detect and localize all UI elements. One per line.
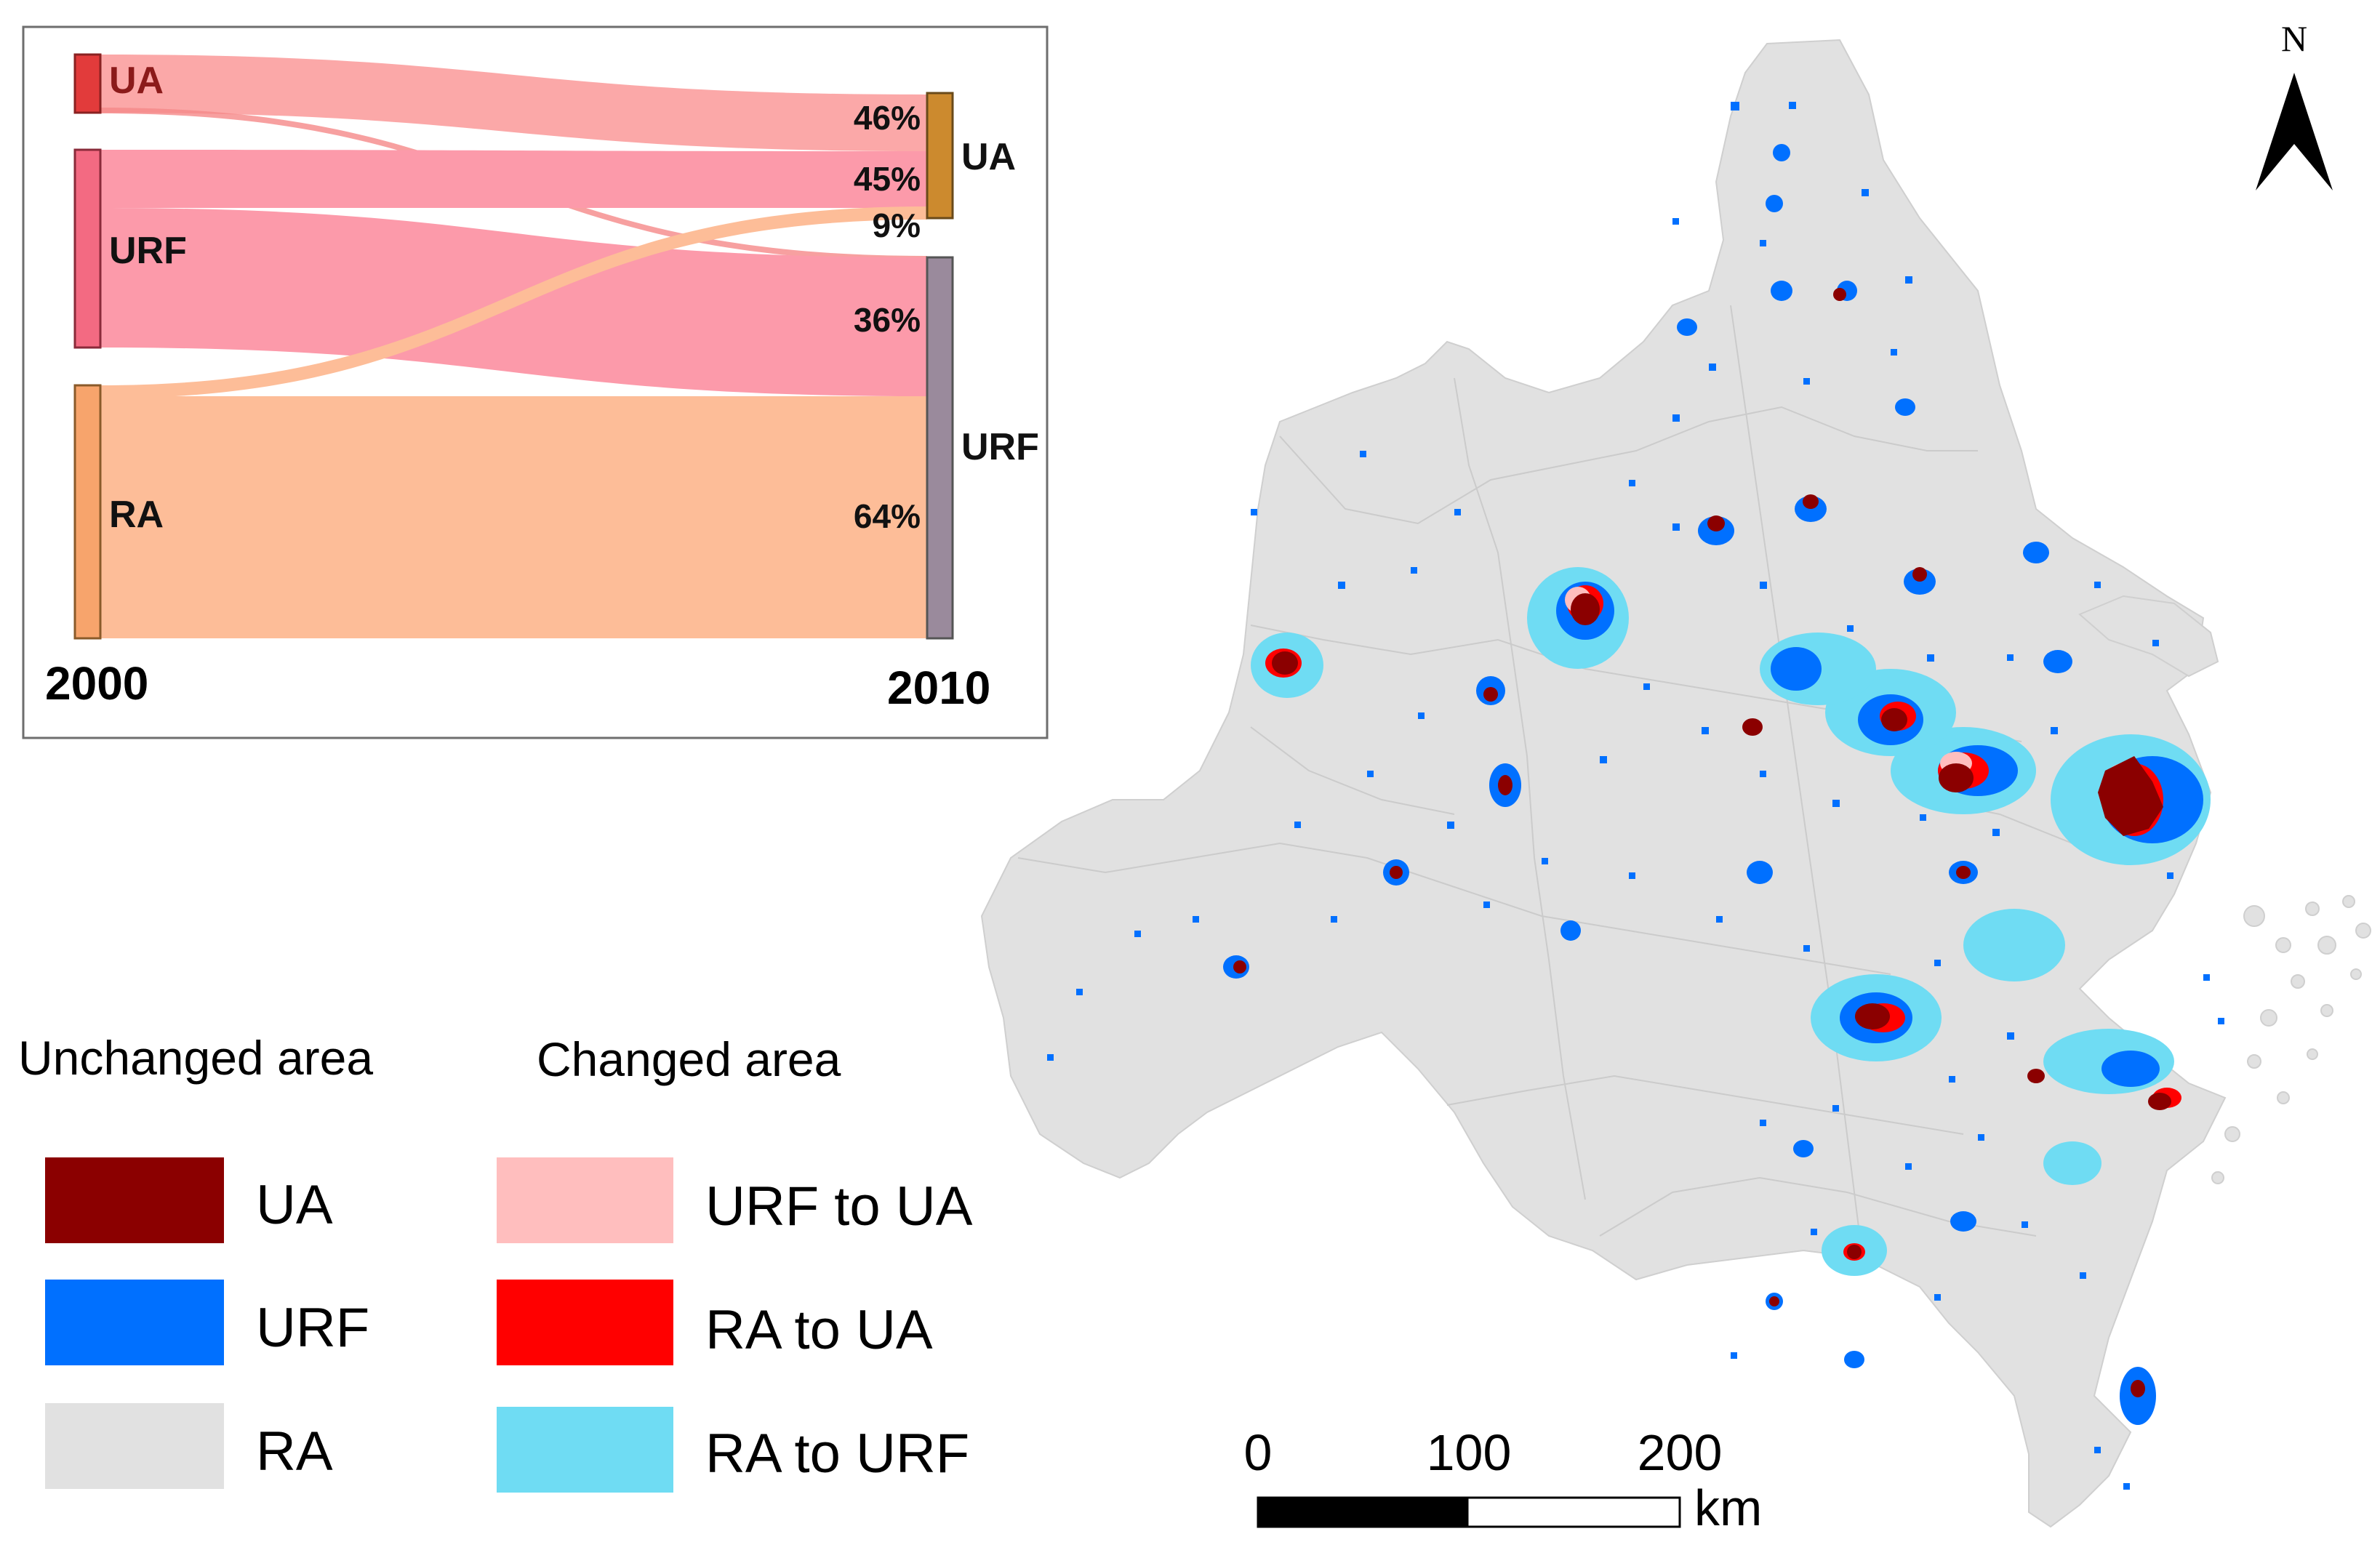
node-2010-ua [926,92,954,220]
map-archipelago [2211,895,2371,1184]
flow-ra-to-urf [100,396,927,638]
node-label-2000-ua: UA [109,60,164,102]
scale-bar-segment-black [1257,1496,1469,1528]
legend: Unchanged area Changed area UA URF RA UR… [18,1031,973,1493]
legend-swatch-ra-to-ua [497,1280,673,1365]
scale-tick-100: 100 [1427,1424,1512,1481]
scale-bar-segment-white [1466,1496,1681,1528]
map-boundaries [1017,305,2146,1251]
scale-tick-0: 0 [1244,1424,1273,1481]
percent-urf-from-urf: 36% [854,301,921,339]
legend-unchanged-title: Unchanged area [18,1031,373,1085]
legend-label-ra-to-ua: RA to UA [705,1299,933,1361]
legend-swatch-urf [45,1280,224,1365]
percent-ua-from-ra: 9% [873,206,921,244]
scale-tick-200: 200 [1638,1424,1723,1481]
year-left-label: 2000 [45,657,148,710]
flow-urf-to-ua [100,150,927,208]
legend-label-ua: UA [256,1174,333,1236]
flow-ra-to-ua [100,206,927,398]
legend-swatch-ra-to-urf [497,1407,673,1493]
north-arrow-label: N [2281,18,2307,59]
north-arrow: N [2256,18,2333,190]
percent-ua-from-urf: 45% [854,160,921,198]
map-urf-dots [1047,102,2224,1490]
node-label-2000-ra: RA [109,494,164,536]
legend-label-urf: URF [256,1297,369,1359]
scale-bar: 0 100 200 km [1244,1424,1763,1536]
year-right-label: 2010 [887,662,990,714]
map-region [980,39,2371,1528]
scale-unit: km [1694,1479,1762,1536]
sankey-panel: UA URF RA UA URF 46% 45% 9% 36% 64% 2000… [22,25,1049,739]
north-arrow-icon [2256,73,2333,190]
map-island-chongming [2078,595,2219,678]
legend-label-urf-to-ua: URF to UA [705,1176,973,1237]
legend-changed-title: Changed area [537,1032,841,1086]
legend-label-ra-to-urf: RA to URF [705,1423,969,1485]
percent-ua-from-ua: 46% [854,99,921,137]
legend-swatch-urf-to-ua [497,1157,673,1243]
percent-urf-from-ra: 64% [854,497,921,535]
node-2000-ra [73,384,102,640]
node-label-2000-urf: URF [109,230,187,272]
node-label-2010-urf: URF [961,426,1039,468]
map-ua-shanghai [2098,756,2163,836]
node-2010-urf [926,256,954,640]
node-2000-urf [73,148,102,349]
legend-swatch-ra [45,1403,224,1489]
node-2000-ua [73,53,102,114]
legend-swatch-ua [45,1157,224,1243]
map-landmass [980,39,2227,1528]
map-ua-patches [1233,288,2171,1397]
legend-label-ra: RA [256,1421,333,1482]
flow-ua-to-ua [100,55,927,151]
node-label-2010-ua: UA [961,136,1016,178]
